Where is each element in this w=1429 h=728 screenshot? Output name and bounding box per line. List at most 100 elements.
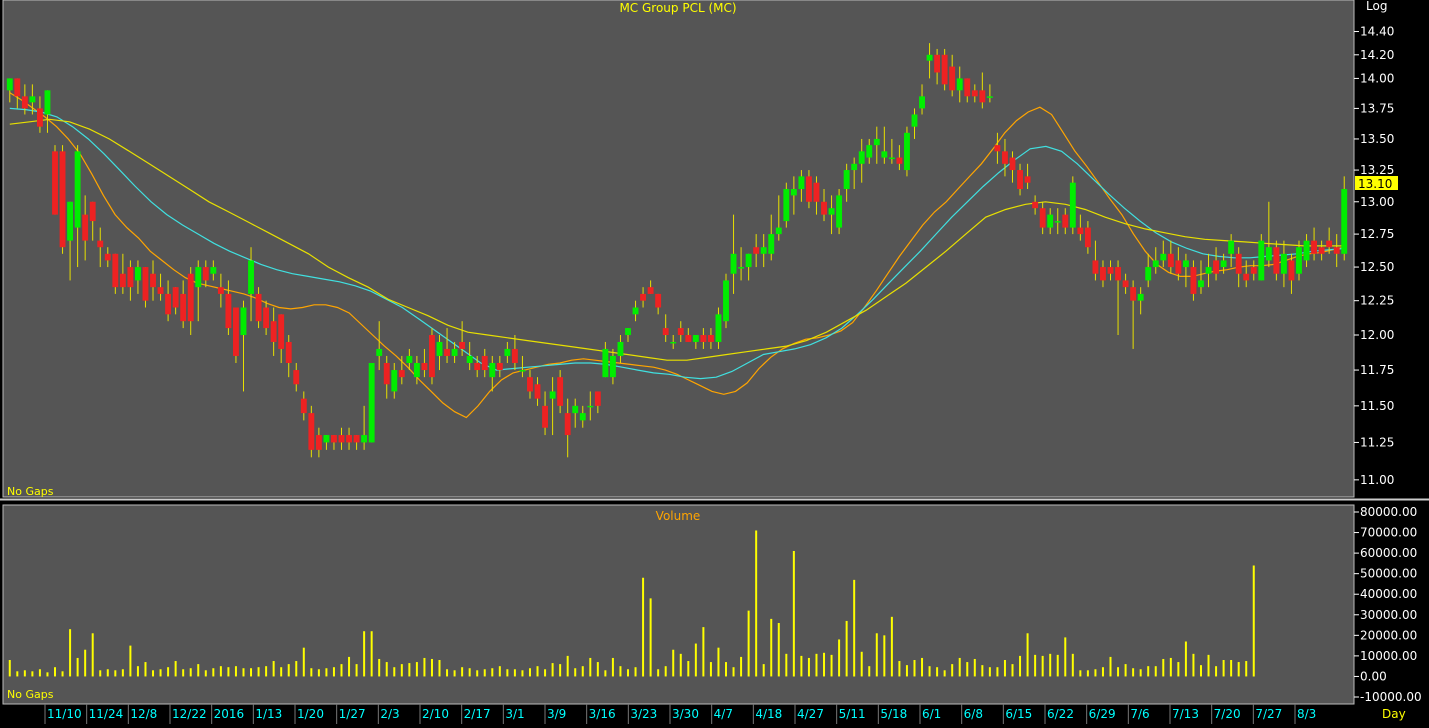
candle-body-up bbox=[723, 280, 729, 322]
candle-body-down bbox=[270, 321, 277, 342]
candle-body-down bbox=[662, 328, 669, 336]
candle-body-down bbox=[21, 96, 28, 109]
candle-body-up bbox=[74, 151, 81, 228]
candle-body-up bbox=[504, 348, 511, 356]
candle-body-down bbox=[1250, 267, 1257, 274]
candle-body-down bbox=[165, 293, 172, 315]
candle-body-down bbox=[979, 90, 986, 103]
candle-body-down bbox=[263, 307, 270, 329]
candle-body-up bbox=[361, 435, 368, 443]
last-price-marker bbox=[1355, 176, 1398, 190]
date-label: 2016 bbox=[214, 707, 245, 721]
candle-body-down bbox=[1077, 227, 1084, 235]
date-label: 6/29 bbox=[1089, 707, 1116, 721]
volume-axis: -10000.00 0.00 10000.00 20000.00 30000.00 400… bbox=[1354, 505, 1422, 704]
candle-body-down bbox=[459, 341, 466, 349]
ma-fast-line bbox=[9, 92, 1345, 419]
date-label: 7/6 bbox=[1130, 707, 1149, 721]
candle-body-down bbox=[112, 253, 119, 288]
candle-body-up bbox=[1054, 221, 1061, 223]
candle-body-up bbox=[625, 328, 631, 336]
candle-body-down bbox=[1311, 240, 1318, 254]
candle-body-down bbox=[97, 240, 104, 248]
candle-body-down bbox=[557, 377, 564, 406]
price-tick-label: 12.50 bbox=[1360, 260, 1394, 274]
candle-body-up bbox=[798, 176, 805, 190]
candle-body-up bbox=[1069, 182, 1076, 228]
date-label: 1/27 bbox=[339, 707, 366, 721]
candle-body-down bbox=[142, 267, 149, 301]
candle-body-up bbox=[881, 151, 888, 158]
candle-body-down bbox=[971, 90, 978, 97]
volume-tick-label: 80000.00 bbox=[1360, 505, 1417, 519]
candle-body-up bbox=[632, 307, 639, 315]
candle-body-down bbox=[293, 370, 300, 385]
candle-body-down bbox=[896, 157, 903, 164]
candle-body-down bbox=[700, 335, 707, 342]
candle-body-down bbox=[1130, 287, 1137, 301]
candle-body-up bbox=[617, 341, 624, 356]
price-tick-label: 13.25 bbox=[1360, 163, 1394, 177]
date-label: 3/23 bbox=[630, 707, 657, 721]
candle-body-up bbox=[406, 355, 413, 363]
price-tick-label: 12.00 bbox=[1360, 328, 1394, 342]
candle-body-down bbox=[338, 435, 345, 443]
candle-body-up bbox=[67, 201, 74, 241]
candle-body-down bbox=[821, 201, 827, 215]
candle-body-down bbox=[655, 293, 662, 308]
candle-body-up bbox=[919, 96, 925, 109]
x-axis-unit-label: Day bbox=[1382, 707, 1406, 721]
price-tick-label: 13.00 bbox=[1360, 195, 1394, 209]
candle-body-down bbox=[1122, 280, 1129, 288]
candle-body-down bbox=[496, 362, 503, 371]
candle-body-down bbox=[36, 108, 43, 127]
candle-body-down bbox=[82, 214, 89, 241]
price-tick-label: 14.00 bbox=[1360, 71, 1394, 85]
date-label: 2/3 bbox=[380, 707, 399, 721]
candle-body-down bbox=[180, 293, 187, 322]
candle-body-down bbox=[1326, 240, 1333, 248]
candle-body-down bbox=[172, 287, 179, 308]
candle-body-down bbox=[1235, 253, 1242, 274]
candle-body-down bbox=[127, 267, 134, 288]
candle-body-up bbox=[851, 163, 858, 171]
candle-body-down bbox=[52, 151, 58, 215]
price-tick-label: 14.20 bbox=[1360, 48, 1394, 62]
candle-body-up bbox=[692, 335, 699, 342]
candle-body-up bbox=[587, 405, 594, 408]
candle-body-up bbox=[6, 78, 13, 91]
candle-body-up bbox=[730, 253, 737, 274]
candle-body-up bbox=[195, 267, 202, 288]
candle-body-up bbox=[670, 341, 677, 344]
candle-body-up bbox=[715, 314, 722, 342]
candle-body-up bbox=[489, 362, 496, 378]
candle-body-up bbox=[466, 355, 473, 363]
candle-body-up bbox=[451, 348, 458, 356]
date-label: 2/10 bbox=[422, 707, 449, 721]
price-tick-label: 14.40 bbox=[1360, 25, 1394, 39]
candle-body-down bbox=[1092, 260, 1099, 274]
date-label: 4/7 bbox=[714, 707, 733, 721]
candle-body-up bbox=[248, 260, 254, 294]
candle-body-down bbox=[346, 435, 352, 443]
candle-body-up bbox=[926, 54, 933, 61]
candle-body-down bbox=[1084, 227, 1091, 248]
candle-body-up bbox=[579, 413, 586, 421]
date-label: 6/22 bbox=[1047, 707, 1074, 721]
volume-tick-label: 50000.00 bbox=[1360, 567, 1417, 581]
candle-body-down bbox=[1273, 247, 1280, 274]
candle-body-up bbox=[1341, 189, 1348, 254]
candle-body-up bbox=[1228, 240, 1235, 254]
date-label: 3/30 bbox=[672, 707, 699, 721]
candle-body-up bbox=[738, 267, 745, 269]
candle-body-up bbox=[836, 195, 843, 228]
candle-body-down bbox=[421, 362, 428, 371]
date-label: 1/13 bbox=[255, 707, 282, 721]
volume-tick-label: 30000.00 bbox=[1360, 608, 1417, 622]
candle-body-up bbox=[1137, 293, 1144, 301]
candle-body-down bbox=[594, 391, 601, 406]
candle-body-down bbox=[964, 78, 971, 97]
candle-body-down bbox=[217, 287, 224, 294]
